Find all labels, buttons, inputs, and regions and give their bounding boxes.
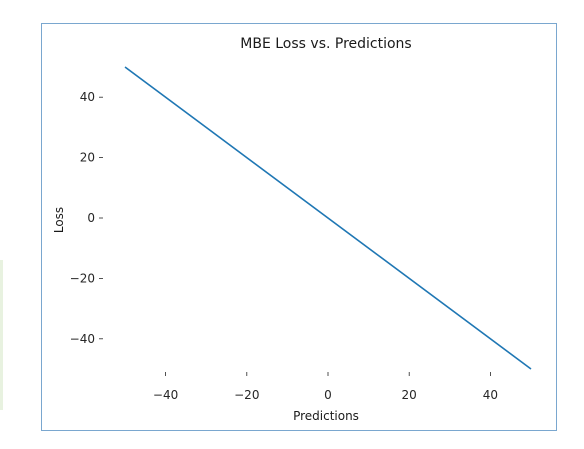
y-tick-label: 40 <box>80 90 95 104</box>
x-tick-label: −40 <box>153 388 178 402</box>
y-axis-label: Loss <box>52 207 66 233</box>
y-tick-label: 0 <box>87 211 95 225</box>
chart-canvas: MBE Loss vs. Predictions Predictions Los… <box>52 36 532 423</box>
x-axis-label: Predictions <box>293 409 359 423</box>
series-layer <box>124 66 532 370</box>
y-axis-ticks: 40 20 0 −20 −40 <box>70 90 103 346</box>
page-edge-strip <box>0 260 3 410</box>
x-axis-ticks: −40 −20 0 20 40 <box>153 372 498 402</box>
series-line <box>124 66 532 370</box>
y-tick-label: 20 <box>80 151 95 165</box>
x-tick-label: 0 <box>324 388 332 402</box>
x-tick-label: 20 <box>402 388 417 402</box>
chart-figure: MBE Loss vs. Predictions Predictions Los… <box>41 23 557 431</box>
y-tick-label: −40 <box>70 332 95 346</box>
chart-title: MBE Loss vs. Predictions <box>240 36 411 52</box>
x-tick-label: −20 <box>234 388 259 402</box>
x-tick-label: 40 <box>483 388 498 402</box>
y-tick-label: −20 <box>70 271 95 285</box>
